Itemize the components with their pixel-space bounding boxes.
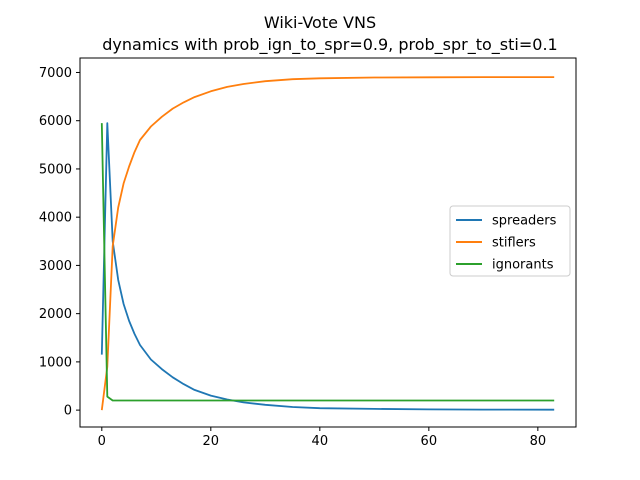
y-tick-label: 3000 <box>39 259 72 274</box>
series-line-ignorants <box>100 123 555 402</box>
chart-subtitle: dynamics with prob_ign_to_spr=0.9, prob_… <box>102 35 557 55</box>
legend-label-spreaders: spreaders <box>492 214 557 229</box>
y-tick-label: 5000 <box>39 162 72 177</box>
legend: spreaders stiflers ignorants <box>449 205 571 277</box>
x-tick-label: 0 <box>98 434 106 449</box>
y-tick-label: 4000 <box>39 211 72 226</box>
x-tick-label: 20 <box>203 434 220 449</box>
x-tick-label: 40 <box>312 434 329 449</box>
series-line-stiflers <box>100 76 555 411</box>
y-tick-label: 1000 <box>39 355 72 370</box>
y-tick-label: 7000 <box>39 66 72 81</box>
legend-label-stiflers: stiflers <box>492 236 536 251</box>
y-tick-label: 2000 <box>39 307 72 322</box>
legend-label-ignorants: ignorants <box>492 258 554 273</box>
plot-frame <box>79 57 577 428</box>
x-tick-label: 80 <box>530 434 547 449</box>
y-tick-label: 0 <box>64 404 72 419</box>
legend-box <box>449 205 571 277</box>
y-tick-label: 6000 <box>39 114 72 129</box>
chart-title: Wiki-Vote VNS <box>264 13 376 32</box>
x-tick-label: 60 <box>421 434 438 449</box>
series-line-spreaders <box>100 122 555 411</box>
